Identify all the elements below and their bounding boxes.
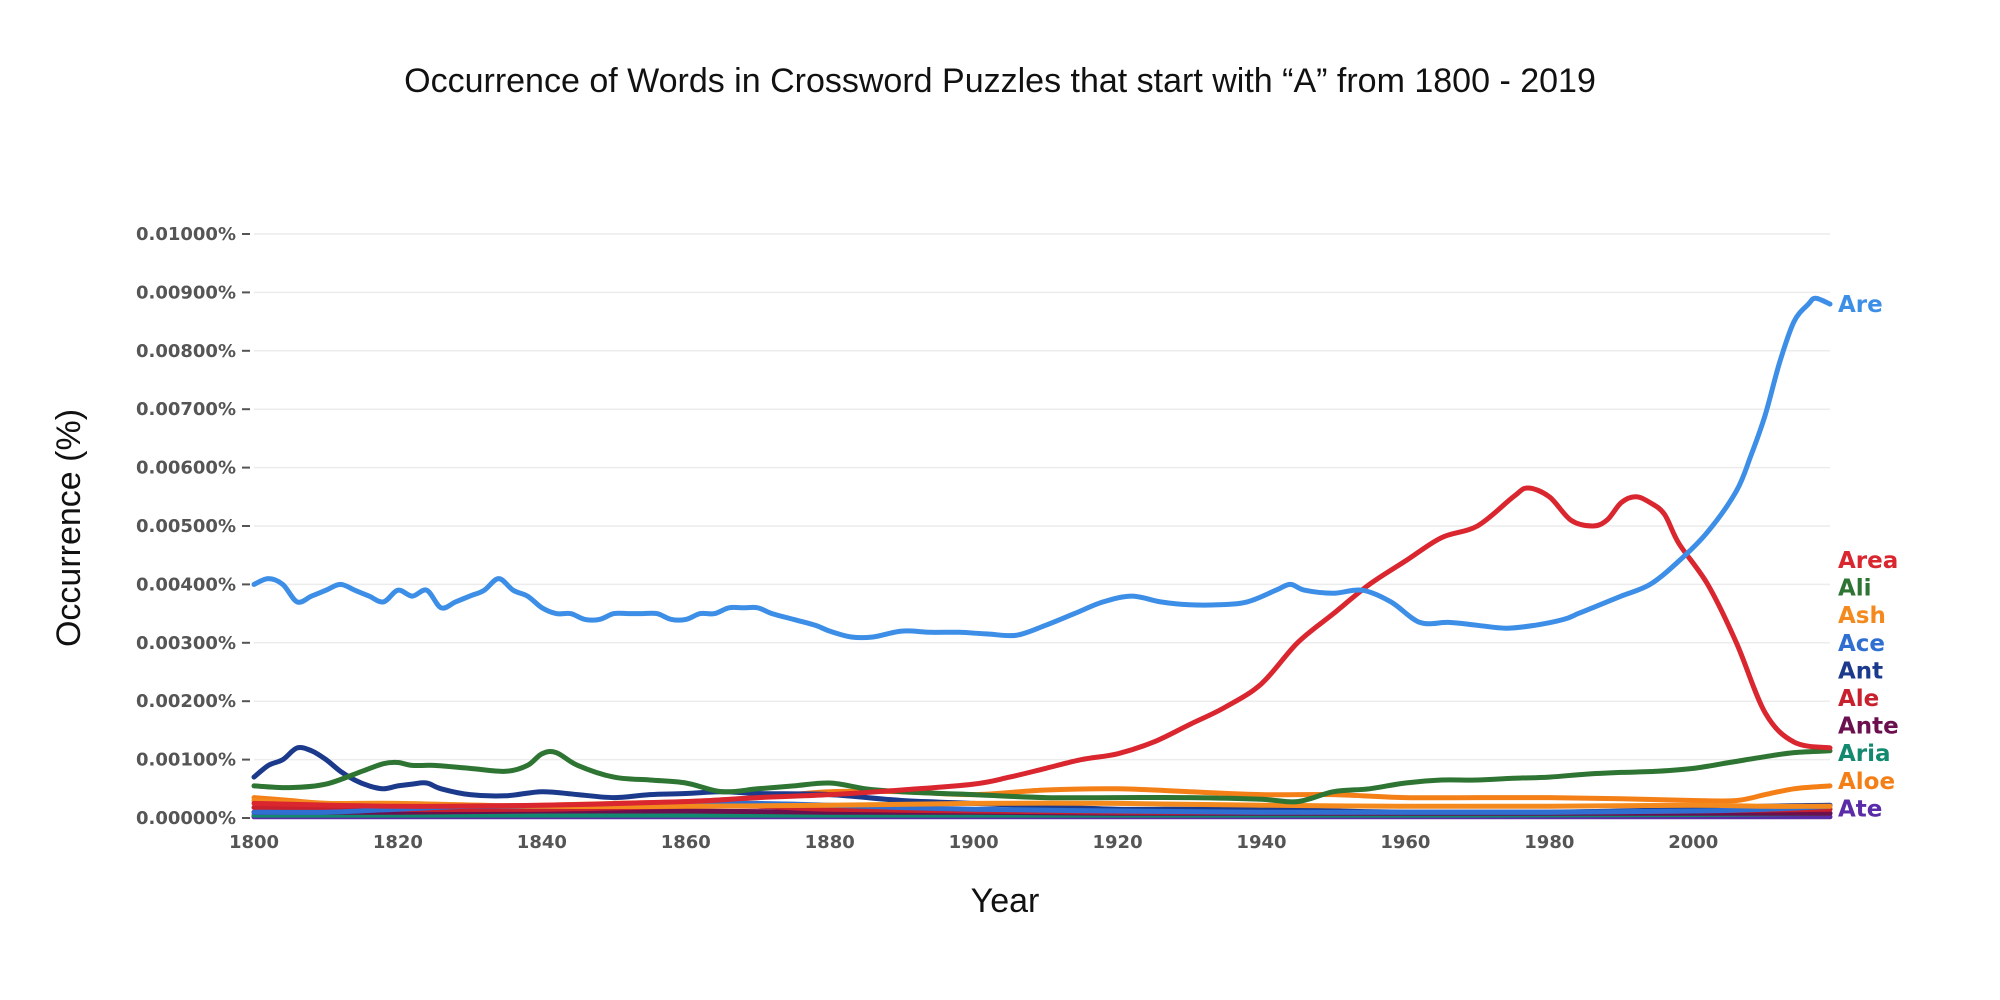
y-tick-label: 0.00900% xyxy=(136,282,236,303)
series-label-ant: Ant xyxy=(1838,658,1883,684)
y-tick-label: 0.00800% xyxy=(136,341,236,362)
y-tick-label: 0.00700% xyxy=(136,399,236,420)
series-line-area xyxy=(251,485,1833,809)
series-label-ali: Ali xyxy=(1838,576,1872,602)
x-tick-label: 1920 xyxy=(1093,832,1143,853)
series-label-ash: Ash xyxy=(1838,603,1886,629)
x-axis-title: Year xyxy=(971,882,1040,920)
x-tick-label: 1940 xyxy=(1236,832,1286,853)
chart-title: Occurrence of Words in Crossword Puzzles… xyxy=(404,62,1596,100)
y-tick-label: 0.01000% xyxy=(136,224,236,245)
x-tick-label: 1800 xyxy=(229,832,279,853)
series-label-aria: Aria xyxy=(1838,741,1891,767)
y-tick-label: 0.00600% xyxy=(136,458,236,479)
y-tick-label: 0.00100% xyxy=(136,750,236,771)
x-tick-label: 1960 xyxy=(1380,832,1430,853)
y-tick-label: 0.00000% xyxy=(136,808,236,829)
series-label-area: Area xyxy=(1838,548,1898,574)
x-axis-ticks: 1800 1820 1840 1860 1880 1900 1920 1940 1960 1980… xyxy=(229,832,1718,853)
y-tick-label: 0.00400% xyxy=(136,574,236,595)
x-tick-label: 1860 xyxy=(661,832,711,853)
y-tick-label: 0.00300% xyxy=(136,633,236,654)
x-tick-label: 1840 xyxy=(517,832,567,853)
gridlines xyxy=(254,233,1830,819)
x-tick-label: 1820 xyxy=(373,832,423,853)
series-label-ale: Ale xyxy=(1838,686,1879,712)
x-tick-label: 1880 xyxy=(805,832,855,853)
series-label-are: Are xyxy=(1838,292,1883,318)
y-tick-label: 0.00500% xyxy=(136,516,236,537)
series-label-ace: Ace xyxy=(1838,631,1885,657)
x-tick-label: 1900 xyxy=(949,832,999,853)
series-label-ante: Ante xyxy=(1838,714,1899,740)
y-axis-ticks: 0.00000% 0.00100% 0.00200% 0.00300% 0.00400%… xyxy=(136,224,250,829)
y-axis-title: Occurrence (%) xyxy=(50,409,88,647)
series-line-are xyxy=(251,295,1833,641)
x-tick-label: 2000 xyxy=(1668,832,1718,853)
x-tick-label: 1980 xyxy=(1524,832,1574,853)
y-tick-label: 0.00200% xyxy=(136,691,236,712)
series-label-ate: Ate xyxy=(1838,796,1882,822)
series-lines xyxy=(251,295,1833,820)
series-label-aloe: Aloe xyxy=(1838,769,1895,795)
